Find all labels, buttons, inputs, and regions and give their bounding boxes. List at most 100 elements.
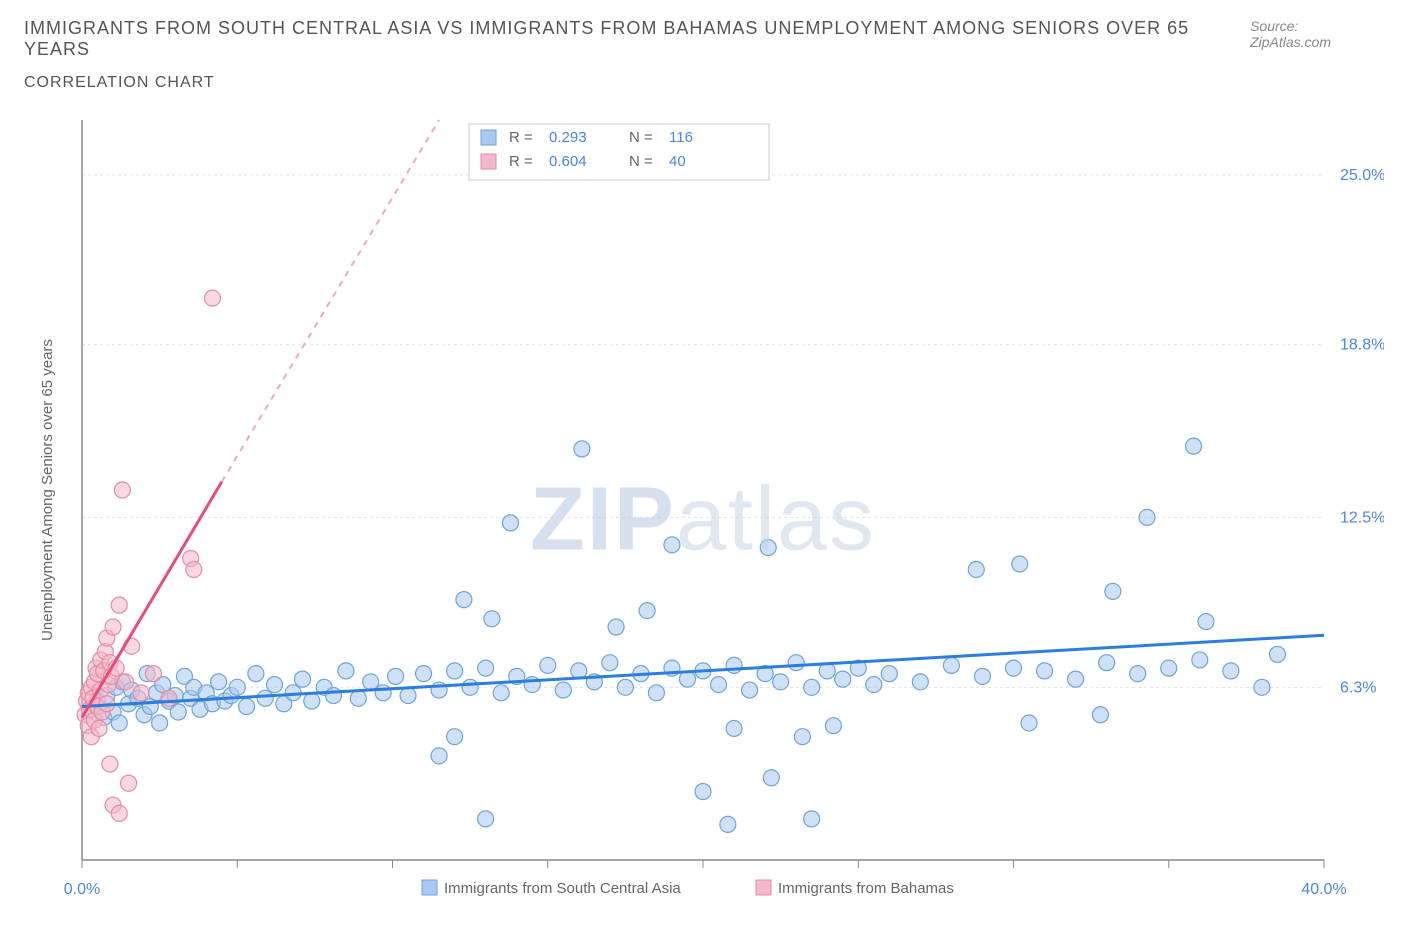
data-point [91,720,107,736]
data-point [170,704,186,720]
data-point [664,537,680,553]
data-point [416,666,432,682]
data-point [121,775,137,791]
bottom-legend-swatch [422,880,437,895]
data-point [555,682,571,698]
data-point [540,657,556,673]
legend-swatch [481,130,496,145]
data-point [804,811,820,827]
data-point [304,693,320,709]
data-point [133,685,149,701]
y-axis-title: Unemployment Among Seniors over 65 years [39,339,56,641]
data-point [773,674,789,690]
data-point [1223,663,1239,679]
data-point [152,715,168,731]
data-point [456,592,472,608]
legend-swatch [481,154,496,169]
data-point [1068,671,1084,687]
data-point [1186,438,1202,454]
data-point [350,690,366,706]
data-point [1161,660,1177,676]
data-point [1139,509,1155,525]
data-point [726,720,742,736]
data-point [493,685,509,701]
data-point [388,668,404,684]
bottom-legend-label: Immigrants from South Central Asia [444,880,681,897]
legend-r-value: 0.293 [549,129,587,146]
data-point [447,729,463,745]
data-point [1099,655,1115,671]
legend-n-label: N = [629,129,653,146]
chart-svg: 6.3% 12.5% 18.8% 25.0% Unemployment Among Se… [24,110,1384,930]
data-point [105,619,121,635]
legend-n-value: 116 [669,129,693,146]
data-point [375,685,391,701]
data-point [602,655,618,671]
data-point [608,619,624,635]
data-point [484,611,500,627]
chart-title: Immigrants from South Central Asia vs Im… [24,18,1250,60]
data-point [574,441,590,457]
source-attribution: Source: ZipAtlas.com [1250,18,1382,50]
data-point [229,679,245,695]
data-point [866,677,882,693]
data-point [102,756,118,772]
y-tick-label: 12.5% [1340,509,1384,526]
data-point [400,688,416,704]
bottom-legend-swatch [756,880,771,895]
data-point [257,690,273,706]
data-point [788,655,804,671]
data-point [912,674,928,690]
data-point [462,679,478,695]
data-point [794,729,810,745]
data-point [804,679,820,695]
legend-n-label: N = [629,153,653,170]
data-point [186,561,202,577]
legend-n-value: 40 [669,153,686,170]
data-point [204,290,220,306]
data-point [431,748,447,764]
data-point [363,674,379,690]
data-point [267,677,283,693]
data-point [763,770,779,786]
data-point [720,816,736,832]
data-point [326,688,342,704]
data-point [711,677,727,693]
data-point [1105,583,1121,599]
data-point [1130,666,1146,682]
legend-r-value: 0.604 [549,153,587,170]
y-tick-label: 18.8% [1340,337,1384,354]
data-point [1254,679,1270,695]
x-min-label: 0.0% [64,881,100,898]
data-point [478,811,494,827]
data-point [447,663,463,679]
data-point [294,671,310,687]
data-point [1006,660,1022,676]
x-max-label: 40.0% [1301,881,1346,898]
data-point [695,783,711,799]
data-point [835,671,851,687]
data-point [478,660,494,676]
data-point [111,715,127,731]
data-point [338,663,354,679]
legend-r-label: R = [509,153,533,170]
data-point [248,666,264,682]
data-point [760,540,776,556]
data-point [111,597,127,613]
data-point [974,668,990,684]
data-point [117,674,133,690]
data-point [639,603,655,619]
legend-r-label: R = [509,129,533,146]
data-point [943,657,959,673]
correlation-scatter-chart: 6.3% 12.5% 18.8% 25.0% Unemployment Among Se… [24,110,1382,930]
y-tick-label: 6.3% [1340,679,1376,696]
data-point [881,666,897,682]
data-point [1037,663,1053,679]
y-tick-label: 25.0% [1340,167,1384,184]
data-point [239,699,255,715]
data-point [1198,614,1214,630]
data-point [968,561,984,577]
data-point [1192,652,1208,668]
data-point [502,515,518,531]
data-point [726,657,742,673]
